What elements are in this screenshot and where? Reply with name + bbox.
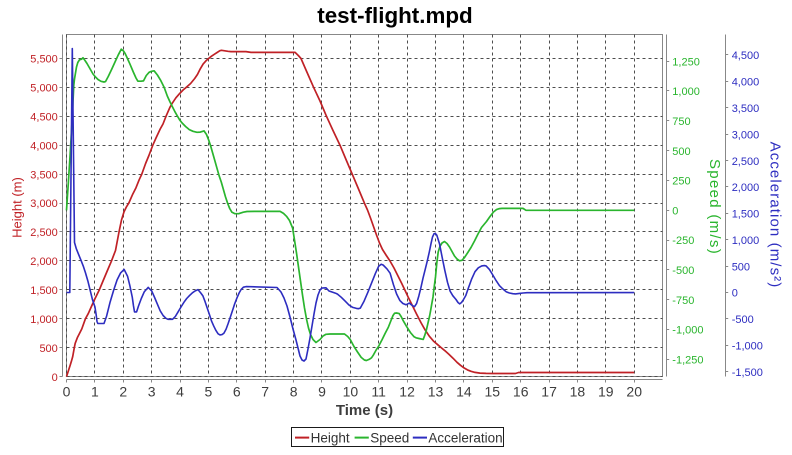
svg-text:test-flight.mpd: test-flight.mpd bbox=[317, 3, 472, 28]
svg-text:11: 11 bbox=[371, 383, 386, 399]
svg-text:1,500: 1,500 bbox=[30, 285, 58, 297]
svg-text:0: 0 bbox=[732, 288, 738, 300]
svg-text:-500: -500 bbox=[672, 265, 694, 277]
svg-text:-1,000: -1,000 bbox=[732, 341, 763, 353]
svg-text:12: 12 bbox=[399, 383, 415, 399]
svg-text:Height: Height bbox=[311, 431, 350, 446]
svg-text:2,500: 2,500 bbox=[732, 156, 760, 168]
svg-text:1: 1 bbox=[91, 383, 99, 399]
svg-text:1,000: 1,000 bbox=[30, 314, 58, 326]
svg-text:4,500: 4,500 bbox=[30, 112, 58, 124]
svg-text:3,000: 3,000 bbox=[30, 198, 58, 210]
svg-text:4: 4 bbox=[176, 383, 184, 399]
svg-text:-750: -750 bbox=[672, 295, 694, 307]
svg-text:Acceleration: Acceleration bbox=[428, 431, 502, 446]
svg-text:2,000: 2,000 bbox=[732, 182, 760, 194]
svg-text:Time (s): Time (s) bbox=[336, 402, 393, 419]
svg-text:0: 0 bbox=[63, 383, 71, 399]
svg-text:0: 0 bbox=[52, 372, 58, 384]
svg-text:8: 8 bbox=[290, 383, 298, 399]
svg-text:1,500: 1,500 bbox=[732, 209, 760, 221]
svg-text:3: 3 bbox=[148, 383, 156, 399]
svg-text:Acceleration (m/s²): Acceleration (m/s²) bbox=[767, 142, 784, 289]
svg-text:6: 6 bbox=[233, 383, 241, 399]
svg-text:18: 18 bbox=[570, 383, 586, 399]
svg-text:Height (m): Height (m) bbox=[10, 177, 25, 238]
svg-text:19: 19 bbox=[598, 383, 614, 399]
svg-text:3,500: 3,500 bbox=[732, 103, 760, 115]
svg-text:2,000: 2,000 bbox=[30, 256, 58, 268]
svg-text:15: 15 bbox=[485, 383, 501, 399]
svg-text:3,500: 3,500 bbox=[30, 169, 58, 181]
svg-text:5,500: 5,500 bbox=[30, 54, 58, 66]
svg-text:-1,000: -1,000 bbox=[672, 325, 703, 337]
svg-text:500: 500 bbox=[732, 261, 750, 273]
svg-text:4,000: 4,000 bbox=[30, 140, 58, 152]
svg-text:20: 20 bbox=[626, 383, 642, 399]
svg-text:3,000: 3,000 bbox=[732, 129, 760, 141]
svg-text:5: 5 bbox=[205, 383, 213, 399]
svg-text:Speed: Speed bbox=[370, 431, 409, 446]
svg-text:5,000: 5,000 bbox=[30, 83, 58, 95]
svg-text:250: 250 bbox=[672, 176, 690, 188]
svg-text:-500: -500 bbox=[732, 314, 754, 326]
svg-text:1,000: 1,000 bbox=[732, 235, 760, 247]
svg-text:14: 14 bbox=[456, 383, 472, 399]
svg-text:4,500: 4,500 bbox=[732, 50, 760, 62]
svg-text:-1,250: -1,250 bbox=[672, 355, 703, 367]
svg-text:750: 750 bbox=[672, 116, 690, 128]
svg-text:500: 500 bbox=[39, 343, 57, 355]
svg-text:4,000: 4,000 bbox=[732, 77, 760, 89]
svg-text:17: 17 bbox=[541, 383, 557, 399]
svg-text:500: 500 bbox=[672, 146, 690, 158]
svg-text:0: 0 bbox=[672, 205, 678, 217]
svg-text:Speed (m/s): Speed (m/s) bbox=[706, 159, 723, 255]
svg-text:9: 9 bbox=[318, 383, 326, 399]
svg-text:16: 16 bbox=[513, 383, 529, 399]
svg-text:-250: -250 bbox=[672, 235, 694, 247]
svg-text:13: 13 bbox=[428, 383, 444, 399]
svg-text:1,000: 1,000 bbox=[672, 86, 700, 98]
svg-text:1,250: 1,250 bbox=[672, 56, 700, 68]
svg-text:2,500: 2,500 bbox=[30, 227, 58, 239]
svg-text:10: 10 bbox=[343, 383, 359, 399]
svg-text:7: 7 bbox=[261, 383, 269, 399]
svg-text:-1,500: -1,500 bbox=[732, 367, 763, 379]
svg-text:2: 2 bbox=[119, 383, 127, 399]
